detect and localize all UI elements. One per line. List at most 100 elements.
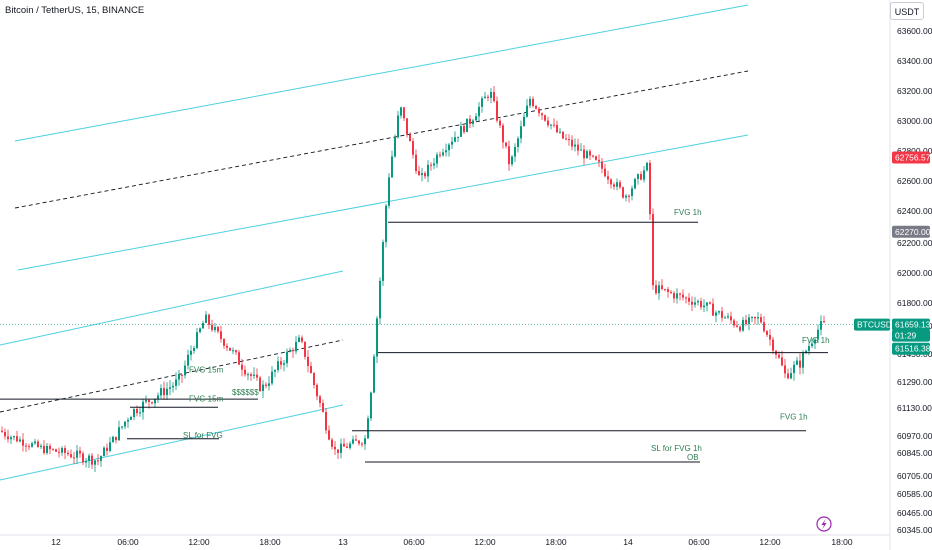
candle-body <box>148 400 150 403</box>
candle-body <box>22 439 24 446</box>
candle-body <box>178 374 180 380</box>
candle-body <box>709 302 711 304</box>
candle-body <box>424 173 426 177</box>
candle-body <box>811 343 813 346</box>
candle-body <box>442 152 444 156</box>
candle-body <box>97 460 99 462</box>
candle-body <box>769 334 771 340</box>
annotation-label: SL for FVG 1h <box>651 444 702 453</box>
candle-body <box>790 373 792 379</box>
candle-body <box>757 317 759 319</box>
candle-body <box>616 182 618 187</box>
candle-body <box>727 316 729 318</box>
candle-body <box>724 317 726 319</box>
time-tick-label: 12 <box>51 537 61 547</box>
time-tick-label: 12:00 <box>759 537 781 547</box>
lightning-icon[interactable] <box>816 516 832 532</box>
candle-body <box>151 402 153 404</box>
candle-body <box>805 350 807 353</box>
candle-body <box>163 388 165 396</box>
candle-body <box>703 305 705 308</box>
candle-body <box>484 96 486 99</box>
candle-body <box>730 316 732 321</box>
candle-body <box>499 120 501 126</box>
candle-body <box>799 360 801 368</box>
candle-body <box>694 302 696 305</box>
candle-body <box>16 436 18 442</box>
candle-body <box>82 453 84 463</box>
symbol-label-box <box>854 318 890 331</box>
candle-body <box>763 322 765 332</box>
candle-body <box>721 311 723 318</box>
channel-line <box>0 270 344 346</box>
candle-body <box>481 98 483 107</box>
candle-body <box>613 184 615 187</box>
candle-body <box>184 365 186 376</box>
channel-line <box>17 134 749 271</box>
candle-body <box>160 388 162 396</box>
annotation-label: SL for FVG <box>183 431 223 440</box>
candle-body <box>343 443 345 447</box>
candle-body <box>37 441 39 447</box>
candle-body <box>436 154 438 164</box>
candle-body <box>58 451 60 453</box>
candle-body <box>136 408 138 414</box>
candle-body <box>91 455 93 465</box>
candle-body <box>628 195 630 197</box>
candle-body <box>400 107 402 116</box>
candle-body <box>55 449 57 452</box>
price-axis: 63600.00 63400.00 63200.00 63000.00 62800.00… <box>897 26 932 535</box>
candle-body <box>820 321 822 330</box>
candle-body <box>301 337 303 342</box>
candle-body <box>445 150 447 153</box>
candle-body <box>100 456 102 461</box>
candle-body <box>304 341 306 357</box>
candle-body <box>289 349 291 352</box>
candle-body <box>361 443 363 445</box>
candle-body <box>784 365 786 374</box>
candle-body <box>469 118 471 124</box>
candle-body <box>697 301 699 303</box>
time-tick-label: 13 <box>338 537 348 547</box>
candle-body <box>433 163 435 166</box>
candle-body <box>706 302 708 306</box>
price-tick-label: 63400.00 <box>897 56 932 66</box>
candle-body <box>475 116 477 121</box>
candle-body <box>655 285 657 294</box>
candle-body <box>355 439 357 441</box>
candle-body <box>322 403 324 412</box>
price-tick-label: 63000.00 <box>897 116 932 126</box>
candle-body <box>604 168 606 177</box>
candle-body <box>691 301 693 305</box>
candle-body <box>559 131 561 133</box>
candle-body <box>79 450 81 454</box>
candle-body <box>634 179 636 189</box>
candle-body <box>490 92 492 98</box>
price-tick-label: 61290.00 <box>897 377 932 387</box>
annotation-label: FVG 1h <box>674 208 702 217</box>
candle-body <box>736 325 738 327</box>
candle-body <box>73 457 75 459</box>
time-tick-label: 06:00 <box>403 537 425 547</box>
candle-body <box>739 326 741 331</box>
candle-body <box>421 173 423 176</box>
candle-body <box>802 352 804 368</box>
candle-body <box>619 182 621 188</box>
candle-body <box>367 418 369 439</box>
candle-body <box>748 317 750 324</box>
candle-body <box>124 421 126 427</box>
candle-body <box>76 450 78 458</box>
candle-body <box>49 445 51 450</box>
countdown-label-box <box>892 329 930 342</box>
candle-body <box>700 301 702 308</box>
price-tick-label: 62600.00 <box>897 176 932 186</box>
price-tick-label: 60705.00 <box>897 471 932 481</box>
candle-body <box>595 156 597 160</box>
annotation-label: FVG 15m <box>189 395 224 404</box>
candle-body <box>439 154 441 156</box>
candle-body <box>463 126 465 133</box>
candle-body <box>223 339 225 346</box>
horizontal-levels <box>0 221 828 463</box>
currency-button[interactable]: USDT <box>890 2 924 20</box>
